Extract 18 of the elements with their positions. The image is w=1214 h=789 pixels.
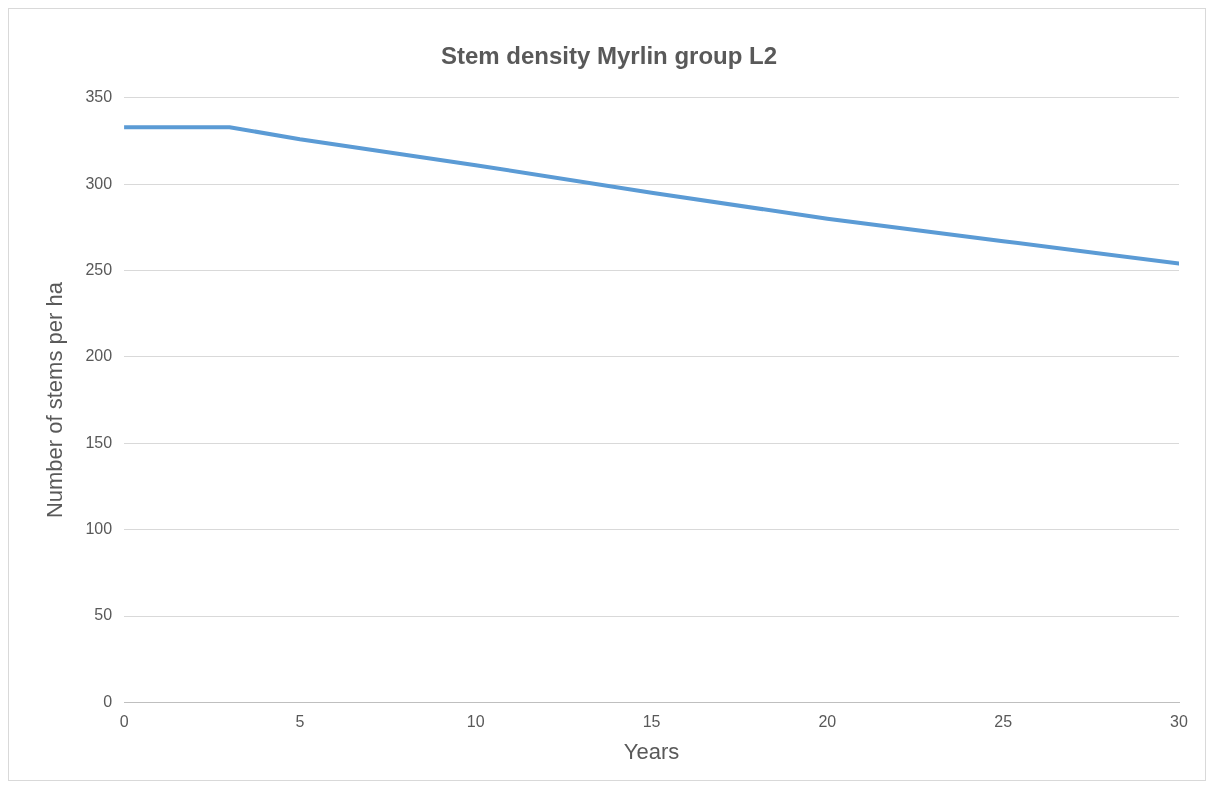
x-tick-label: 15 [642, 713, 661, 731]
y-tick-label: 350 [85, 88, 113, 106]
y-tick-label: 50 [94, 606, 113, 624]
y-axis-title: Number of stems per ha [42, 281, 68, 519]
x-tick-label: 20 [818, 713, 837, 731]
y-tick-label: 0 [103, 692, 113, 710]
y-tick-label: 300 [85, 174, 113, 192]
y-tick-label: 200 [85, 347, 113, 365]
y-tick-label: 100 [85, 520, 113, 538]
x-tick-label: 30 [1170, 713, 1188, 731]
x-axis-title: Years [623, 738, 680, 764]
chart-title: Stem density Myrlin group L2 [440, 42, 778, 70]
y-tick-label: 250 [85, 260, 113, 278]
x-tick-label: 25 [994, 713, 1013, 731]
y-tick-label: 150 [85, 433, 113, 451]
x-tick-label: 0 [119, 713, 129, 731]
x-tick-label: 5 [295, 713, 305, 731]
x-tick-label: 10 [466, 713, 485, 731]
